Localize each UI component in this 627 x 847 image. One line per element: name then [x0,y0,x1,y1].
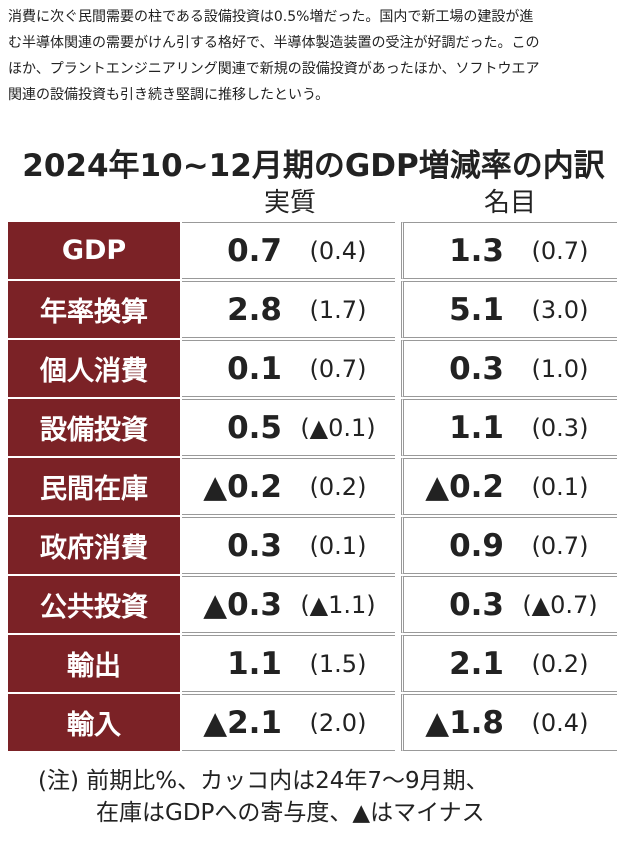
cell: 0.5 (▲0.1) [182,399,395,456]
column-header: 実質 [263,188,316,218]
value: 2.1 [449,645,504,682]
row-label: 公共投資 [8,576,180,633]
cell: 0.3 (▲0.7) [401,576,617,633]
row-label: 個人消費 [8,340,180,397]
previous-value: (0.1) [531,472,589,501]
text-line: ほか、プラントエンジニアリング関連で新規の設備投資があったほか、ソフトウエア [8,61,540,77]
value: ▲0.3 [203,586,282,623]
previous-value: (0.7) [531,236,589,265]
value: 0.3 [449,350,504,387]
row-label: GDP [8,222,180,279]
cell: 5.1 (3.0) [401,281,617,338]
table-row: 民間在庫 ▲0.2 (0.2) ▲0.2 (0.1) [8,458,617,515]
cell: 0.3 (0.1) [182,517,395,574]
cell: 1.1 (0.3) [401,399,617,456]
previous-value: (0.4) [531,708,589,737]
cell: 0.9 (0.7) [401,517,617,574]
cell: ▲0.3 (▲1.1) [182,576,395,633]
previous-value: (▲0.1) [300,413,376,442]
row-label: 輸入 [8,694,180,751]
value: 1.3 [449,232,504,269]
cell: 0.7 (0.4) [182,222,395,279]
value: 1.1 [449,409,504,446]
column-header: 名目 [483,188,536,218]
cell: ▲0.2 (0.1) [401,458,617,515]
table-row: 輸入 ▲2.1 (2.0) ▲1.8 (0.4) [8,694,617,751]
cell: 1.1 (1.5) [182,635,395,692]
value: 0.3 [227,527,282,564]
text-line: 関連の設備投資も引き続き堅調に推移したという。 [8,87,330,103]
text-line: 消費に次ぐ民間需要の柱である設備投資は0.5%増だった。国内で新工場の建設が進 [8,9,534,25]
value: ▲2.1 [203,704,282,741]
row-label: 年率換算 [8,281,180,338]
text-line: む半導体関連の需要がけん引する格好で、半導体製造装置の受注が好調だった。この [8,35,540,51]
previous-value: (1.0) [531,354,589,383]
table-title: 2024年10~12月期のGDP増減率の内訳 [22,148,605,184]
row-label: 設備投資 [8,399,180,456]
cell: ▲0.2 (0.2) [182,458,395,515]
cell: 0.1 (0.7) [182,340,395,397]
row-label: 民間在庫 [8,458,180,515]
value: ▲1.8 [425,704,504,741]
row-label: 輸出 [8,635,180,692]
table-row: 輸出 1.1 (1.5) 2.1 (0.2) [8,635,617,692]
article-text: 消費に次ぐ民間需要の柱である設備投資は0.5%増だった。国内で新工場の建設が進む… [8,4,620,108]
previous-value: (0.1) [309,531,367,560]
cell: ▲2.1 (2.0) [182,694,395,751]
previous-value: (0.4) [309,236,367,265]
previous-value: (▲1.1) [300,590,376,619]
value: ▲0.2 [425,468,504,505]
value: 0.3 [449,586,504,623]
value: 5.1 [449,291,504,328]
table-row: GDP 0.7 (0.4) 1.3 (0.7) [8,222,617,279]
cell: 1.3 (0.7) [401,222,617,279]
note: (注) 前期比%、カッコ内は24年7～9月期、在庫はGDPへの寄与度、▲はマイナ… [38,765,489,829]
table-row: 年率換算 2.8 (1.7) 5.1 (3.0) [8,281,617,338]
previous-value: (3.0) [531,295,589,324]
table-row: 公共投資 ▲0.3 (▲1.1) 0.3 (▲0.7) [8,576,617,633]
value: 0.7 [227,232,282,269]
value: 1.1 [227,645,282,682]
previous-value: (1.7) [309,295,367,324]
previous-value: (0.7) [531,531,589,560]
row-label: 政府消費 [8,517,180,574]
previous-value: (0.7) [309,354,367,383]
previous-value: (0.3) [531,413,589,442]
cell: 2.8 (1.7) [182,281,395,338]
value: ▲0.2 [203,468,282,505]
previous-value: (0.2) [531,649,589,678]
previous-value: (2.0) [309,708,367,737]
note-line: 在庫はGDPへの寄与度、▲はマイナス [96,800,485,826]
value: 0.5 [227,409,282,446]
note-line: (注) 前期比%、カッコ内は24年7～9月期、 [38,768,489,794]
value: 2.8 [227,291,282,328]
cell: 2.1 (0.2) [401,635,617,692]
value: 0.9 [449,527,504,564]
table-row: 個人消費 0.1 (0.7) 0.3 (1.0) [8,340,617,397]
cell: 0.3 (1.0) [401,340,617,397]
previous-value: (0.2) [309,472,367,501]
previous-value: (▲0.7) [522,590,598,619]
table-row: 政府消費 0.3 (0.1) 0.9 (0.7) [8,517,617,574]
table-row: 設備投資 0.5 (▲0.1) 1.1 (0.3) [8,399,617,456]
previous-value: (1.5) [309,649,367,678]
value: 0.1 [227,350,282,387]
cell: ▲1.8 (0.4) [401,694,617,751]
